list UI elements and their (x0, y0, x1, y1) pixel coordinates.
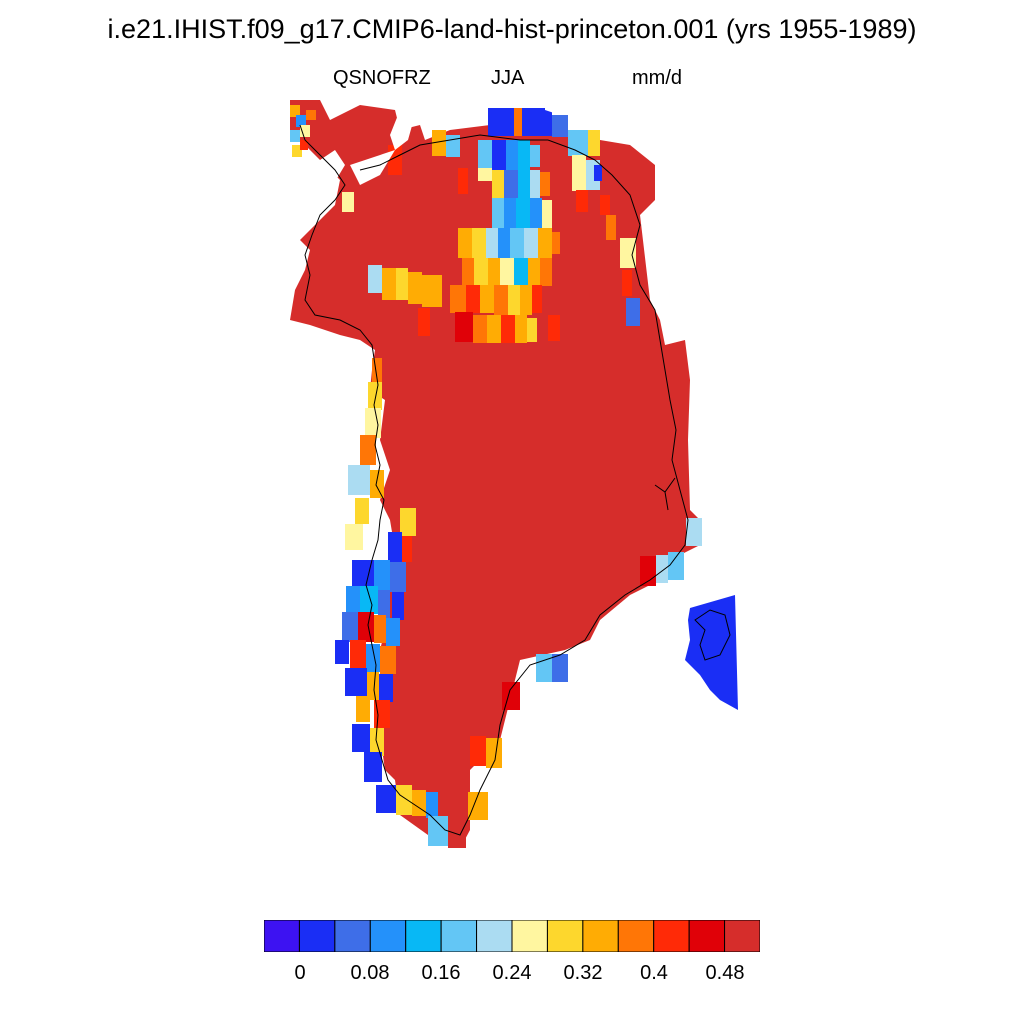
colorbar-swatch (511, 920, 548, 952)
colorbar (264, 920, 760, 952)
colorbar-swatch (688, 920, 726, 952)
colorbar-tick-4: 0.32 (563, 962, 603, 984)
colorbar-tick-5: 0.4 (640, 962, 668, 984)
colorbar-swatch (724, 920, 760, 952)
colorbar-swatch (264, 920, 300, 952)
colorbar-swatch (334, 920, 371, 952)
colorbar-swatch (440, 920, 478, 952)
colorbar-tick-1: 0.08 (350, 962, 390, 984)
colorbar-swatch (653, 920, 690, 952)
colorbar-swatch (369, 920, 407, 952)
variable-label: QSNOFRZ (333, 67, 431, 89)
colorbar-swatch (582, 920, 619, 952)
coastline (299, 124, 731, 836)
colorbar-tick-2: 0.16 (421, 962, 461, 984)
units-label: mm/d (632, 67, 682, 89)
colorbar-tick-6: 0.48 (705, 962, 745, 984)
colorbar-swatch (476, 920, 513, 952)
map-gaps (290, 100, 560, 240)
plot-title: i.e21.IHIST.f09_g17.CMIP6-land-hist-prin… (107, 14, 917, 44)
map-cells (290, 105, 738, 848)
colorbar-tick-0: 0 (294, 962, 306, 984)
colorbar-swatch (617, 920, 655, 952)
colorbar-swatch (298, 920, 336, 952)
colorbar-swatch (546, 920, 584, 952)
colorbar-swatch (405, 920, 442, 952)
colorbar-tick-3: 0.24 (492, 962, 532, 984)
season-label: JJA (491, 67, 525, 89)
